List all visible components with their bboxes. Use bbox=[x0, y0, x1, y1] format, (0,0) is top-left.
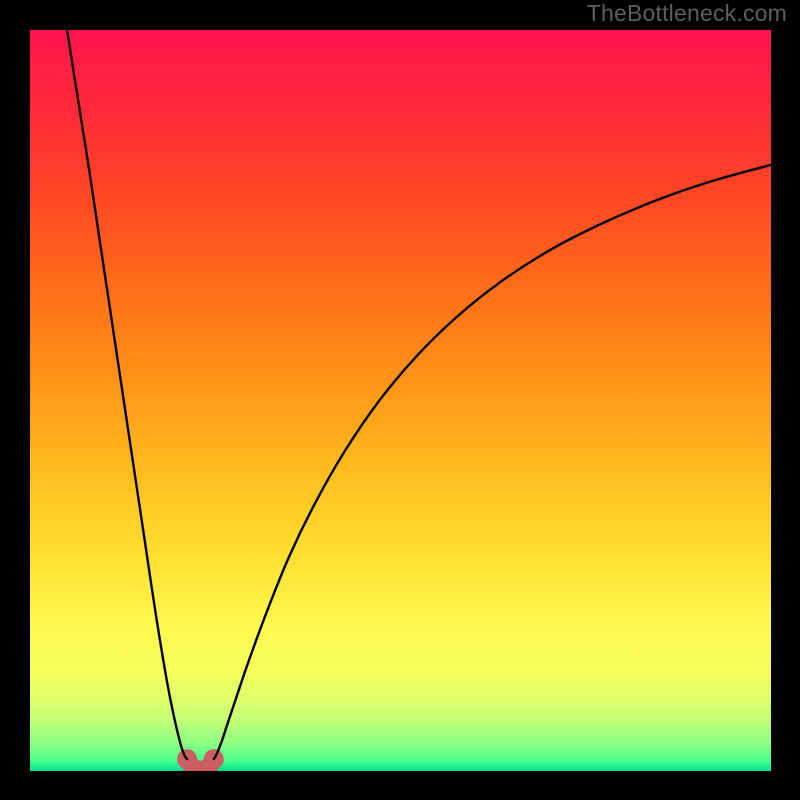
chart-svg bbox=[30, 30, 771, 771]
gradient-background bbox=[30, 30, 771, 771]
watermark-text: TheBottleneck.com bbox=[587, 0, 787, 27]
plot-area bbox=[30, 30, 771, 771]
chart-container: TheBottleneck.com bbox=[0, 0, 800, 800]
